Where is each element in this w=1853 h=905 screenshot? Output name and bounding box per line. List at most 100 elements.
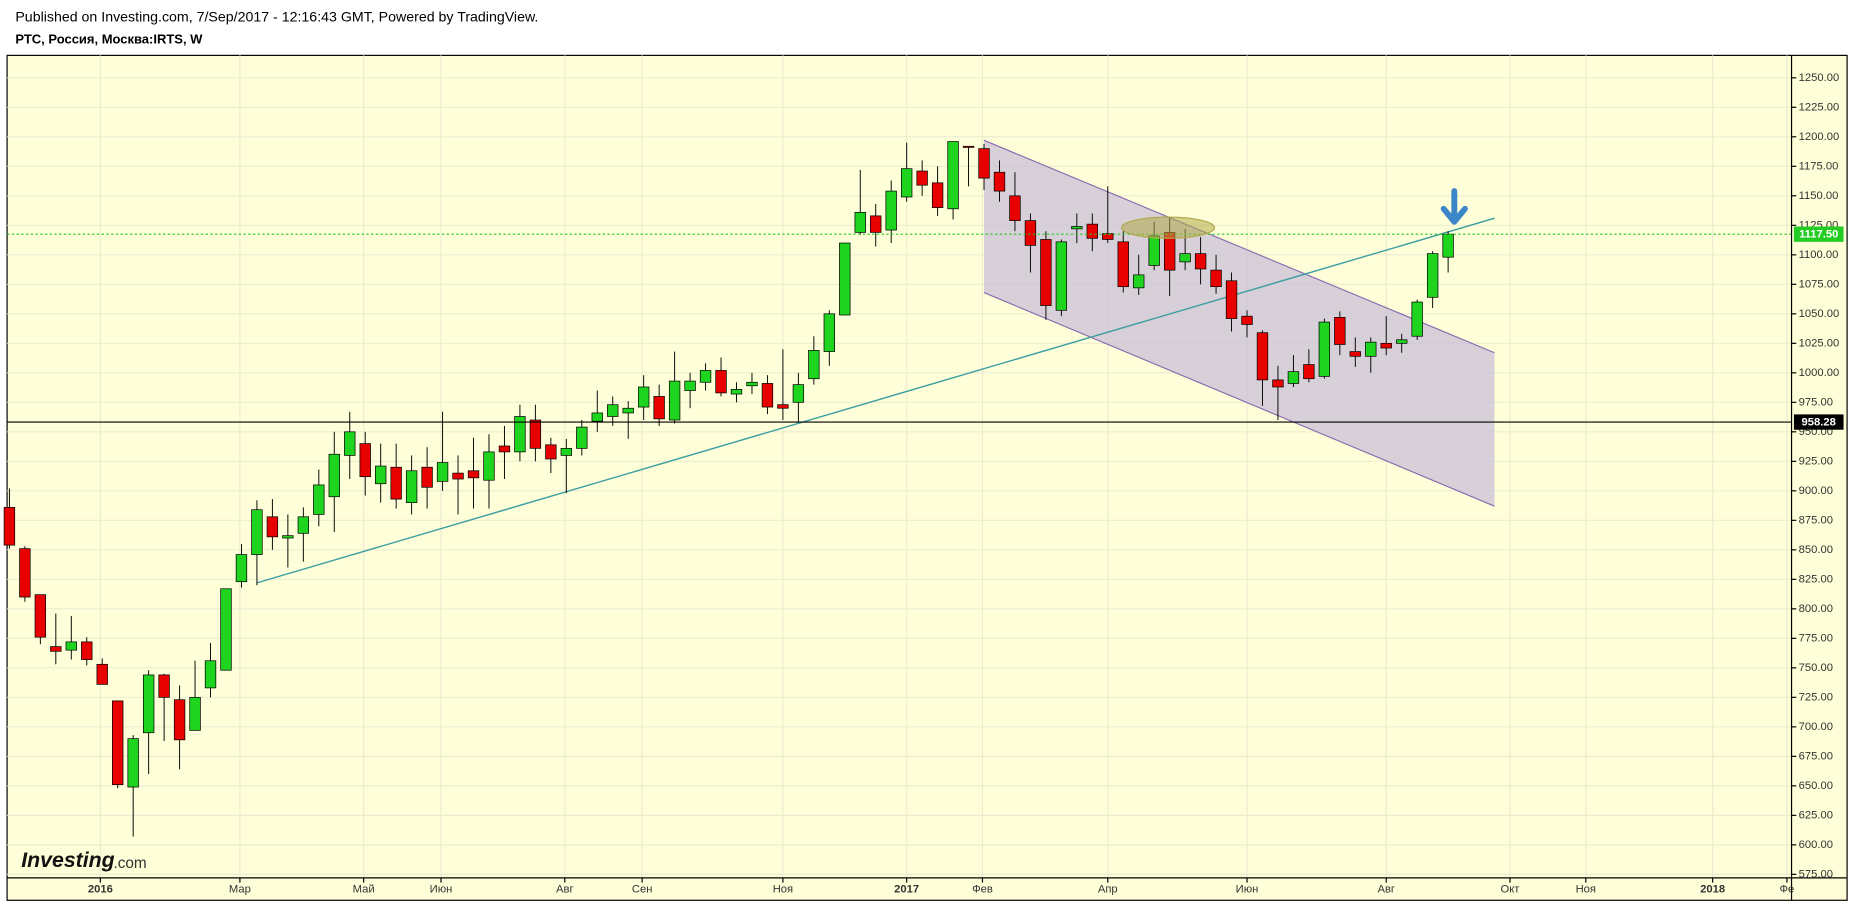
candle-body [560, 447, 573, 456]
candle-body [282, 535, 294, 539]
candle-body [1256, 332, 1269, 381]
y-tick-label: 750.00 [1799, 662, 1833, 674]
y-tick-label: 875.00 [1799, 514, 1833, 526]
candle-body [112, 700, 124, 786]
y-tick-label: 900.00 [1799, 485, 1833, 497]
candle-body [808, 350, 820, 380]
candle-body [421, 466, 433, 488]
x-tick-label: Окт [1501, 884, 1520, 896]
candle-body [344, 431, 356, 456]
y-tick-label: 925.00 [1799, 455, 1833, 467]
arrow [1440, 188, 1468, 225]
candle-body [1334, 317, 1346, 345]
candle-body [452, 472, 464, 480]
candle-body [1318, 321, 1331, 377]
symbol-title: РТС, Россия, Москва:IRTS, W [15, 31, 203, 46]
x-tick-label: Авг [1377, 884, 1395, 896]
candle-body [313, 484, 325, 515]
published-note: Published on Investing.com, 7/Sep/2017 -… [15, 9, 538, 25]
candle-body [668, 380, 681, 421]
candle-body [1086, 223, 1098, 239]
y-tick-label: 950.00 [1799, 426, 1833, 438]
x-tick-label: Сен [632, 884, 653, 896]
candle-body [715, 370, 727, 394]
x-tick-label: Июн [1236, 884, 1259, 896]
logo-suffix: .com [113, 855, 146, 872]
candle-body [359, 443, 371, 478]
candle-body [761, 383, 774, 408]
y-tick-label: 1150.00 [1799, 190, 1839, 202]
candle-body [993, 171, 1006, 192]
candle-body [746, 381, 758, 387]
candle-body [839, 242, 851, 316]
candle-body [1071, 226, 1083, 230]
channel-line [983, 292, 1495, 507]
x-tick-label: Июн [430, 884, 453, 896]
y-tick-label: 1125.00 [1799, 219, 1839, 231]
candle-body [1102, 233, 1114, 240]
candle-body [204, 660, 217, 689]
highlight-ellipse [1121, 216, 1216, 239]
candle-body [1009, 195, 1021, 221]
channel-line [983, 139, 1495, 354]
candle-body [1055, 241, 1068, 311]
candle-body [1380, 342, 1392, 349]
candle-body [823, 313, 835, 352]
candle-body [931, 182, 944, 208]
candle-body [142, 674, 155, 734]
candle-body [1426, 253, 1439, 298]
candle-body [885, 190, 897, 231]
y-tick-label: 825.00 [1799, 573, 1833, 585]
x-tick-label: Апр [1098, 884, 1118, 896]
candle-body [978, 148, 990, 179]
candle-body [1349, 351, 1361, 357]
y-tick-label: 1025.00 [1799, 337, 1840, 349]
candle-body [1179, 253, 1191, 263]
candles [3, 141, 1454, 837]
candle-body [1365, 341, 1377, 357]
candle-body [1396, 339, 1408, 344]
y-tick-label: 1175.00 [1799, 160, 1839, 172]
x-tick-label: 2018 [1700, 884, 1725, 896]
y-tick-label: 1000.00 [1799, 367, 1840, 379]
y-tick-label: 675.00 [1799, 750, 1833, 762]
x-tick-label: Авг [556, 884, 574, 896]
candle-body [1210, 269, 1222, 288]
axes: 575.00 600.00 625.00 650.00 675.00 700.00 725.… [88, 72, 1844, 896]
candle-body [220, 588, 232, 671]
candle-body [251, 509, 263, 555]
candle-body [436, 462, 449, 482]
y-tick-label: 1200.00 [1799, 131, 1840, 143]
y-tick-label: 1100.00 [1799, 249, 1839, 261]
trend-line [256, 217, 1495, 584]
candle-body [854, 211, 866, 233]
candle-body [514, 416, 526, 453]
price-label-box [1793, 226, 1844, 242]
candle-body [390, 466, 402, 500]
candle-body [699, 370, 712, 383]
candle-body [1303, 364, 1315, 380]
logo-brand: Investing [21, 848, 114, 872]
candle-body [158, 674, 170, 698]
candle-body [684, 380, 696, 391]
candle-body [792, 384, 805, 403]
candle-body [591, 412, 603, 422]
candle-body [1272, 379, 1284, 388]
candle-body [529, 419, 542, 449]
candle-body [1225, 280, 1238, 319]
candle-body [127, 738, 139, 788]
x-tick-label: Мар [229, 884, 251, 896]
candle-body [777, 404, 789, 409]
y-tick-label: 575.00 [1799, 868, 1833, 880]
x-tick-label: 2016 [88, 884, 113, 896]
price-label-box [1793, 414, 1844, 430]
candle-body [34, 594, 47, 638]
candle-body [189, 696, 201, 731]
y-tick-label: 1225.00 [1799, 101, 1840, 113]
candle-body [1411, 301, 1423, 337]
y-tick-label: 600.00 [1799, 839, 1833, 851]
candle-body [962, 145, 975, 148]
candle-body [870, 215, 882, 233]
candle-body [1133, 274, 1145, 289]
y-tick-label: 800.00 [1799, 603, 1833, 615]
